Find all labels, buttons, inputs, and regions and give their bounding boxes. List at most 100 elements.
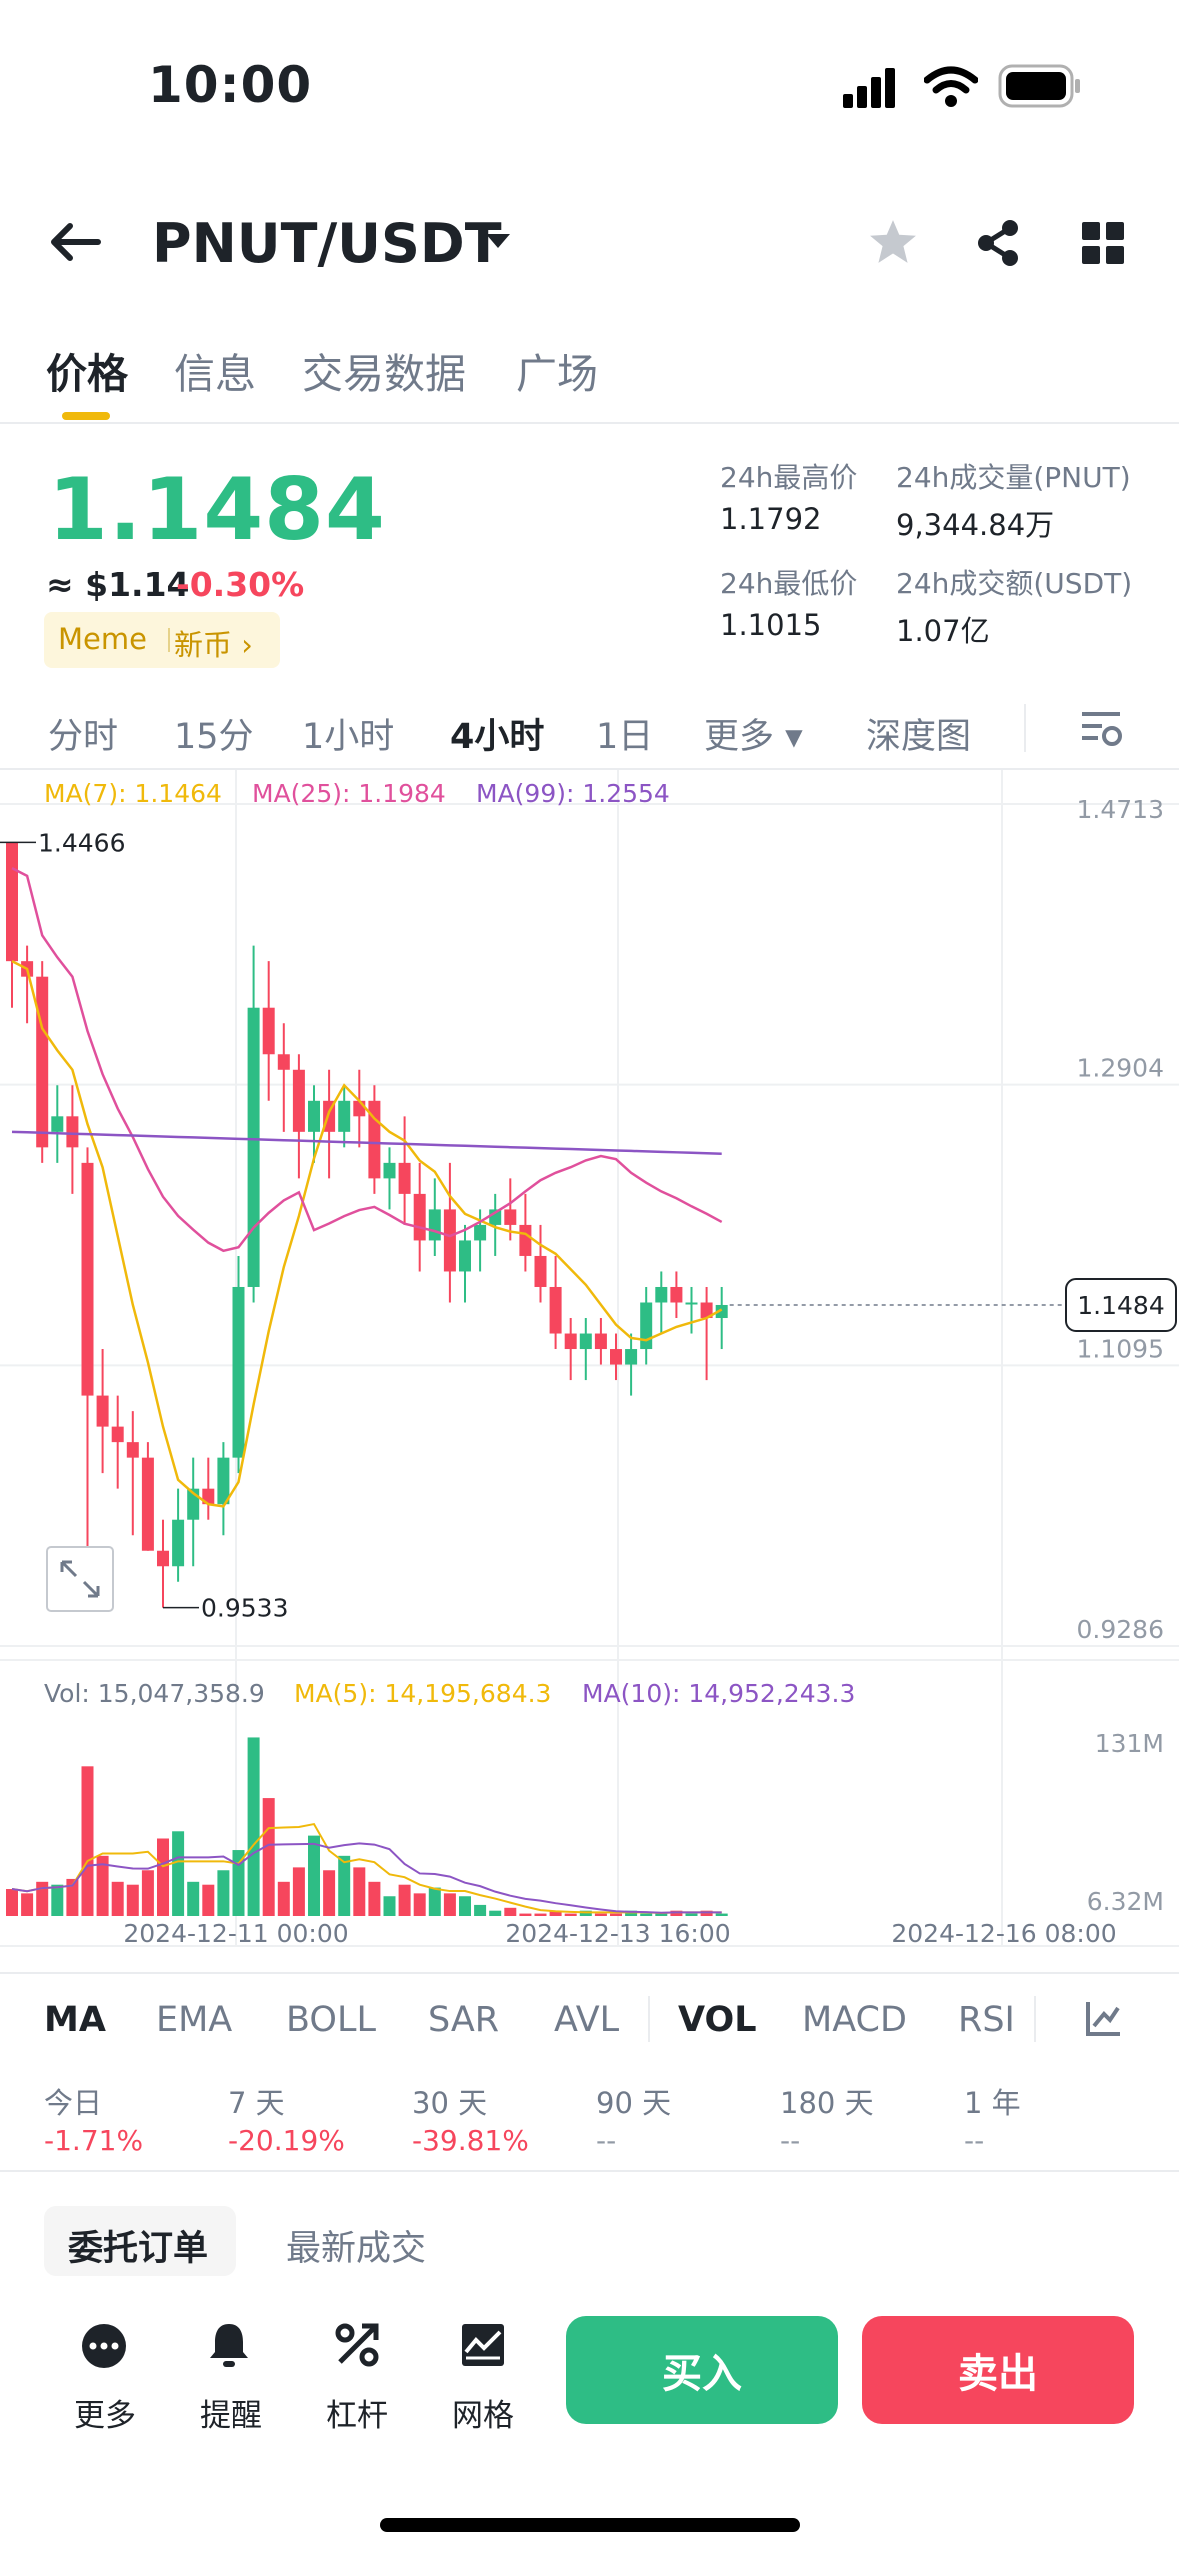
volume-label: 24h成交量(PNUT) — [896, 461, 1131, 494]
candle-body — [685, 1302, 698, 1305]
tag-separator — [168, 628, 170, 652]
tag-chip[interactable]: Meme 新币 › — [44, 612, 280, 668]
ind-ma[interactable]: MA — [44, 2000, 106, 2040]
y-tick-label: 1.4713 — [1077, 795, 1164, 824]
divider — [0, 2170, 1179, 2172]
vol-tick-label: 6.32M — [1087, 1887, 1164, 1916]
candle-body — [247, 1007, 260, 1287]
volume-bar — [564, 1913, 577, 1916]
grid-menu-icon[interactable] — [1082, 222, 1124, 264]
volume-bar — [262, 1798, 275, 1916]
home-indicator — [380, 2518, 800, 2532]
perf-value-7d: -20.19% — [228, 2124, 345, 2157]
volume-bar — [640, 1913, 653, 1916]
amount-value: 1.07亿 — [896, 614, 990, 648]
volume-bar — [308, 1835, 320, 1916]
caret-down-icon[interactable] — [486, 234, 510, 250]
volume-bar — [534, 1913, 547, 1916]
tf-1h[interactable]: 1小时 — [302, 717, 395, 757]
usd-price: ≈ $1.14 — [46, 565, 190, 604]
candle-body — [232, 1286, 245, 1458]
candle-body — [66, 1116, 79, 1148]
candle-body — [534, 1255, 547, 1287]
candle-body — [262, 1007, 275, 1055]
ind-macd[interactable]: MACD — [802, 2000, 907, 2040]
volume-bar — [383, 1896, 396, 1916]
candle-body — [96, 1395, 109, 1427]
back-arrow-icon[interactable] — [48, 220, 102, 264]
more-icon[interactable] — [80, 2322, 128, 2370]
buy-button[interactable]: 买入 — [566, 2316, 838, 2424]
candle-body — [126, 1442, 139, 1458]
candle-body — [715, 1304, 728, 1319]
expand-icon[interactable] — [46, 1546, 114, 1612]
tab-underline — [62, 412, 110, 420]
tab-latest-trades[interactable]: 最新成交 — [286, 2229, 427, 2269]
volume-bar — [353, 1867, 366, 1916]
signal-icon — [843, 68, 895, 108]
tf-depth[interactable]: 深度图 — [866, 717, 972, 757]
ma25-legend: MA(25): 1.1984 — [252, 779, 446, 808]
tf-time[interactable]: 分时 — [48, 717, 119, 757]
ind-rsi[interactable]: RSI — [958, 2000, 1015, 2040]
tf-4h[interactable]: 4小时 — [450, 717, 545, 757]
perf-label-7d: 7 天 — [228, 2086, 285, 2120]
tab-square[interactable]: 广场 — [516, 350, 598, 398]
battery-icon — [998, 64, 1080, 108]
bell-icon[interactable] — [206, 2320, 252, 2370]
volume-bar — [519, 1913, 532, 1916]
sell-button[interactable]: 卖出 — [862, 2316, 1134, 2424]
volume-bar — [111, 1881, 124, 1916]
dock-leverage-label[interactable]: 杠杆 — [326, 2398, 388, 2434]
leverage-icon[interactable] — [334, 2322, 380, 2368]
candle-body — [459, 1240, 471, 1272]
candle-body — [51, 1116, 64, 1132]
volume-bar — [655, 1913, 668, 1916]
perf-label-180d: 180 天 — [780, 2086, 874, 2120]
indicator-chart-icon[interactable] — [1084, 1998, 1124, 2038]
vol-ma10-legend: MA(10): 14,952,243.3 — [582, 1679, 855, 1708]
orders-tab-bg[interactable]: 委托订单 — [44, 2206, 236, 2276]
dock-grid-label[interactable]: 网格 — [452, 2398, 514, 2434]
y-tick-label: 0.9286 — [1077, 1615, 1164, 1644]
volume-bar — [81, 1766, 94, 1916]
volume-value: 9,344.84万 — [896, 508, 1055, 542]
tf-15m[interactable]: 15分 — [174, 717, 254, 757]
volume-bar — [36, 1881, 49, 1916]
dock-more-label[interactable]: 更多 — [74, 2398, 136, 2434]
share-icon[interactable] — [974, 218, 1022, 268]
ind-sar[interactable]: SAR — [428, 2000, 500, 2040]
candle-body — [610, 1349, 622, 1365]
divider — [0, 1972, 1179, 1974]
pair-title[interactable]: PNUT/USDT — [152, 212, 502, 275]
candle-body — [700, 1302, 713, 1319]
tab-trade-data[interactable]: 交易数据 — [302, 350, 466, 398]
ind-divider — [648, 1996, 650, 2042]
volume-bar — [141, 1870, 154, 1916]
x-tick-label: 2024-12-13 16:00 — [505, 1919, 730, 1948]
tab-price[interactable]: 价格 — [46, 350, 128, 398]
candle-body — [564, 1333, 577, 1350]
volume-bar — [126, 1884, 139, 1916]
grid-trading-icon[interactable] — [460, 2322, 506, 2368]
ind-avl[interactable]: AVL — [554, 2000, 620, 2040]
meme-tag: Meme — [58, 622, 147, 656]
price-change: -0.30% — [176, 565, 305, 604]
volume-bar — [157, 1838, 169, 1916]
star-icon[interactable] — [868, 218, 918, 266]
candle-body — [519, 1224, 532, 1256]
chart-settings-icon[interactable] — [1080, 708, 1124, 748]
dock-alert-label[interactable]: 提醒 — [200, 2398, 262, 2434]
ind-boll[interactable]: BOLL — [286, 2000, 376, 2040]
tf-more[interactable]: 更多 ▾ — [704, 717, 803, 757]
tf-1d[interactable]: 1日 — [596, 717, 654, 757]
ind-vol[interactable]: VOL — [678, 2000, 757, 2040]
candle-body — [292, 1069, 305, 1132]
tab-info[interactable]: 信息 — [174, 350, 256, 398]
volume-bar — [685, 1913, 698, 1916]
ma25-line — [11, 866, 723, 1253]
tab-orders: 委托订单 — [68, 2229, 209, 2269]
price-chart[interactable]: 1.4713 1.2904 1.1095 0.9286 MA(7): 1.1464 MA(… — [0, 770, 1179, 1970]
ind-ema[interactable]: EMA — [156, 2000, 233, 2040]
candle-body — [277, 1054, 290, 1070]
